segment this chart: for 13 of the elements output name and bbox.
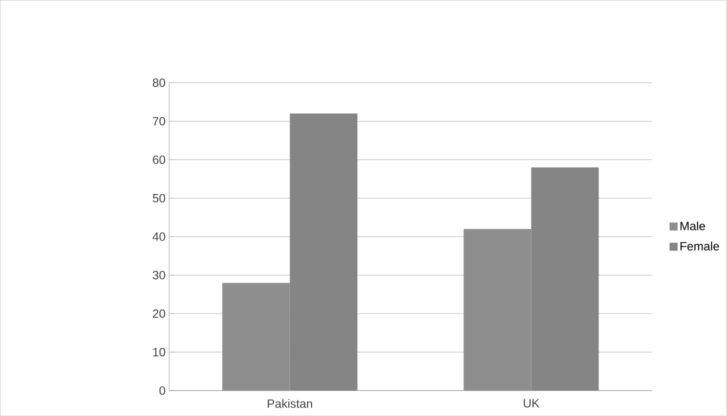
x-tick-label: Pakistan (268, 399, 312, 408)
y-tick-label: 30 (152, 270, 166, 280)
y-tick-label: 60 (152, 155, 166, 164)
y-tick-label: 70 (152, 116, 166, 126)
y-tick-label: 50 (152, 194, 166, 202)
legend-label: Female (680, 242, 720, 250)
legend-label: Male (680, 221, 706, 230)
y-tick-label: 20 (152, 309, 166, 318)
y-tick-label: 10 (153, 348, 166, 356)
y-tick-label: 80 (152, 78, 166, 87)
y-tick-label: 40 (152, 232, 166, 241)
y-tick-label: 0 (159, 386, 166, 395)
x-tick-label: UK (524, 399, 540, 408)
